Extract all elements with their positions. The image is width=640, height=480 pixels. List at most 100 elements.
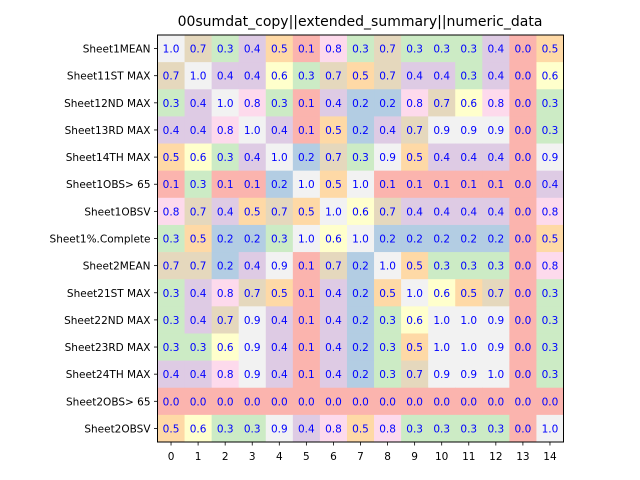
cell-value-label: 0.3: [433, 423, 450, 435]
cell-value-label: 0.6: [271, 71, 288, 83]
heatmap-cell: [346, 387, 375, 416]
cell-value-label: 0.6: [217, 342, 234, 354]
cell-value-label: 0.4: [379, 125, 396, 137]
heatmap-cell: [211, 116, 240, 145]
cell-value-label: 0.5: [352, 423, 369, 435]
heatmap-cell: [319, 279, 348, 307]
y-tick-label: Sheet1MEAN: [83, 44, 151, 56]
cell-value-label: 0.7: [406, 369, 423, 381]
x-tick-label: 13: [516, 451, 529, 463]
heatmap-cell: [238, 279, 267, 307]
cell-value-label: 0.3: [542, 369, 559, 381]
cell-value-label: 0.2: [406, 234, 423, 246]
heatmap-cell: [536, 279, 564, 307]
cell-value-label: 0.4: [325, 369, 342, 381]
cell-value-label: 1.0: [487, 369, 504, 381]
cell-value-label: 0.2: [352, 288, 369, 300]
heatmap-cell: [455, 62, 483, 90]
cell-value-label: 0.2: [379, 234, 396, 246]
heatmap-cell: [238, 387, 267, 416]
heatmap-cell: [509, 62, 537, 90]
heatmap-cell: [374, 279, 402, 307]
cell-value-label: 0.3: [190, 342, 207, 354]
heatmap-cell: [184, 387, 213, 416]
cell-value-label: 0.5: [406, 261, 423, 273]
cell-value-label: 0.4: [433, 71, 450, 83]
cell-value-label: 0.7: [190, 44, 207, 56]
cell-value-label: 0.4: [325, 342, 342, 354]
heatmap-cell: [482, 89, 510, 117]
cell-value-label: 0.3: [217, 44, 234, 56]
heatmap-cell: [346, 143, 375, 172]
heatmap-cell: [401, 279, 429, 307]
heatmap-cell: [292, 224, 321, 253]
heatmap-cell: [265, 116, 294, 145]
heatmap-cell: [184, 252, 213, 280]
cell-value-label: 1.0: [379, 261, 396, 273]
heatmap-cell: [509, 252, 537, 280]
cell-value-label: 1.0: [542, 423, 559, 435]
cell-value-label: 0.0: [515, 44, 532, 56]
cell-value-label: 0.4: [190, 369, 207, 381]
y-tick-label: Sheet11ST MAX: [67, 71, 151, 83]
heatmap-cell: [482, 414, 510, 443]
heatmap-cell: [509, 89, 537, 117]
heatmap-cell: [157, 197, 186, 226]
heatmap-cell: [346, 197, 375, 226]
cell-value-label: 0.2: [379, 98, 396, 110]
heatmap-cell: [374, 414, 402, 443]
heatmap-cell: [509, 197, 537, 226]
heatmap-cell: [319, 414, 348, 443]
chart-title: 00sumdat_copy||extended_summary||numeric…: [178, 14, 543, 30]
heatmap-cell: [265, 89, 294, 117]
heatmap-cell: [157, 252, 186, 280]
y-tick-label: Sheet21ST MAX: [67, 288, 151, 300]
heatmap-cell: [428, 333, 456, 362]
heatmap-cell: [157, 333, 186, 362]
cell-value-label: 0.3: [163, 342, 180, 354]
cell-value-label: 0.9: [460, 369, 477, 381]
cell-value-label: 0.0: [298, 396, 315, 408]
heatmap-cell: [346, 252, 375, 280]
cell-value-label: 0.3: [460, 423, 477, 435]
heatmap-cell: [319, 170, 348, 199]
heatmap-cell: [211, 197, 240, 226]
cell-value-label: 0.0: [515, 152, 532, 164]
cell-value-label: 0.0: [515, 315, 532, 327]
heatmap-cell: [346, 279, 375, 307]
y-axis: Sheet1MEAN Sheet11ST MAX Sheet12ND MAX Shee…: [50, 44, 158, 435]
heatmap-cell: [238, 89, 267, 117]
heatmap-cell: [346, 116, 375, 145]
heatmap-cell: [319, 143, 348, 172]
cell-value-label: 0.0: [515, 71, 532, 83]
heatmap-cell: [319, 62, 348, 90]
cell-value-label: 0.3: [379, 315, 396, 327]
heatmap-cell: [346, 170, 375, 199]
heatmap-cell: [509, 360, 537, 389]
heatmap-cell: [292, 116, 321, 145]
cell-value-label: 0.7: [325, 152, 342, 164]
cell-value-label: 0.9: [244, 315, 261, 327]
heatmap-cell: [401, 360, 429, 389]
heatmap-cell: [211, 224, 240, 253]
cell-value-label: 1.0: [433, 342, 450, 354]
heatmap-cell: [374, 360, 402, 389]
heatmap-cell: [319, 252, 348, 280]
cell-value-label: 0.3: [190, 179, 207, 191]
heatmap-cell: [319, 89, 348, 117]
heatmap-cell: [292, 89, 321, 117]
heatmap-cell: [536, 35, 564, 63]
cell-value-label: 0.3: [542, 342, 559, 354]
cell-value-label: 0.3: [271, 98, 288, 110]
cell-value-label: 0.7: [190, 261, 207, 273]
heatmap-cell: [401, 306, 429, 334]
heatmap-cell: [211, 387, 240, 416]
heatmap-cell: [374, 116, 402, 145]
cell-value-label: 0.4: [487, 152, 504, 164]
heatmap-cell: [292, 35, 321, 63]
cell-value-label: 0.0: [515, 261, 532, 273]
cell-value-label: 0.8: [406, 98, 423, 110]
cell-value-label: 0.9: [487, 125, 504, 137]
heatmap-cell: [346, 333, 375, 362]
heatmap-cell: [184, 306, 213, 334]
